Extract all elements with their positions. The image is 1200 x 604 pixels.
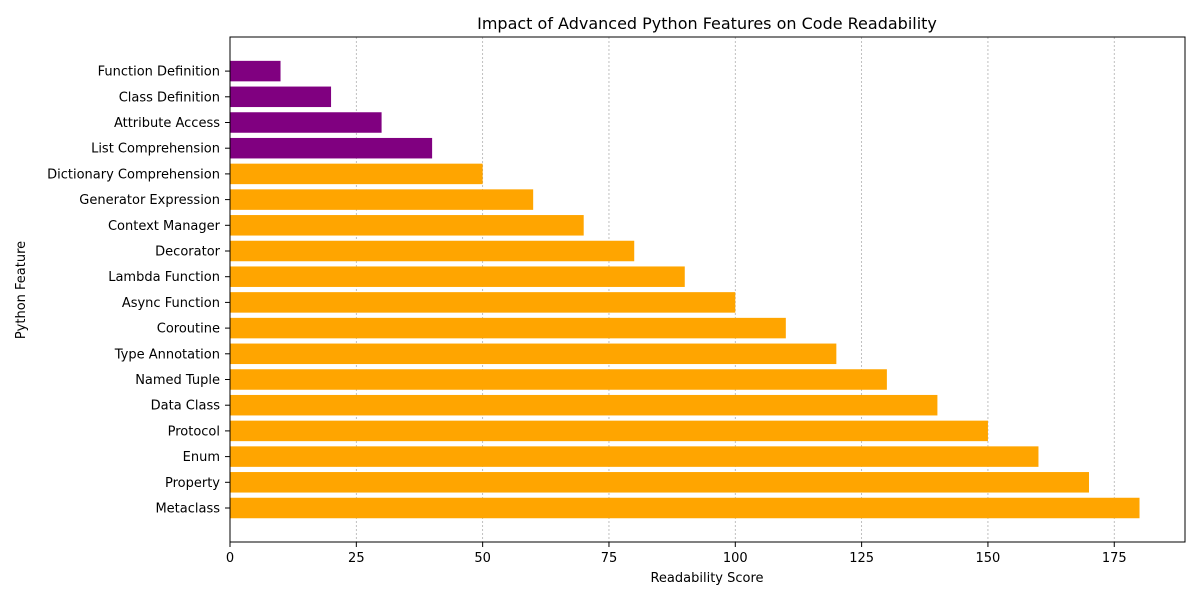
y-tick-label: Context Manager [108,219,221,234]
y-tick-label: Type Annotation [114,347,220,362]
bar [230,60,281,82]
bar [230,240,635,262]
y-tick-label: Coroutine [157,322,220,337]
y-tick-label: Lambda Function [108,270,220,285]
y-tick-label: Async Function [122,296,220,311]
y-tick-label: Named Tuple [135,373,220,388]
bar [230,292,736,313]
y-axis-ticks: Metaclass Property Enum Protocol Data Class N… [47,65,230,517]
bar [230,189,534,210]
y-tick-label: Attribute Access [114,116,220,131]
bar [230,472,1089,493]
y-tick-label: Decorator [155,245,220,260]
bar [230,343,837,365]
bar [230,163,483,185]
x-tick-label: 175 [1102,551,1127,566]
axes [229,36,1186,543]
y-tick-label: Class Definition [119,90,220,105]
chart-title: Impact of Advanced Python Features on Co… [477,14,937,33]
x-tick-label: 0 [226,551,234,566]
x-tick-label: 100 [723,551,748,566]
bar [230,215,584,236]
x-tick-label: 25 [348,551,365,566]
y-tick-label: Function Definition [98,65,220,80]
bar [230,369,887,390]
bar [230,112,382,133]
y-tick-label: Data Class [151,399,221,414]
y-tick-label: Property [165,476,220,491]
bars [230,60,1140,519]
bar [230,86,332,108]
y-axis-label: Python Feature [14,241,29,339]
y-tick-label: Protocol [168,424,220,439]
x-tick-label: 125 [849,551,874,566]
x-axis-ticks: 0 25 50 75 100 125 150 175 [226,542,1127,566]
bar [230,497,1140,519]
x-tick-label: 150 [976,551,1001,566]
bar [230,137,433,159]
x-axis-label: Readability Score [650,571,763,586]
y-tick-label: Dictionary Comprehension [47,167,220,182]
y-tick-label: List Comprehension [91,142,220,157]
x-tick-label: 50 [474,551,491,566]
bar [230,446,1039,467]
x-tick-label: 75 [601,551,618,566]
plot-frame [229,36,1186,543]
bar [230,394,938,416]
y-tick-label: Metaclass [155,502,220,517]
y-tick-label: Enum [183,450,220,465]
bar [230,420,988,442]
bar [230,317,786,339]
bar [230,266,685,287]
y-tick-label: Generator Expression [79,193,220,208]
